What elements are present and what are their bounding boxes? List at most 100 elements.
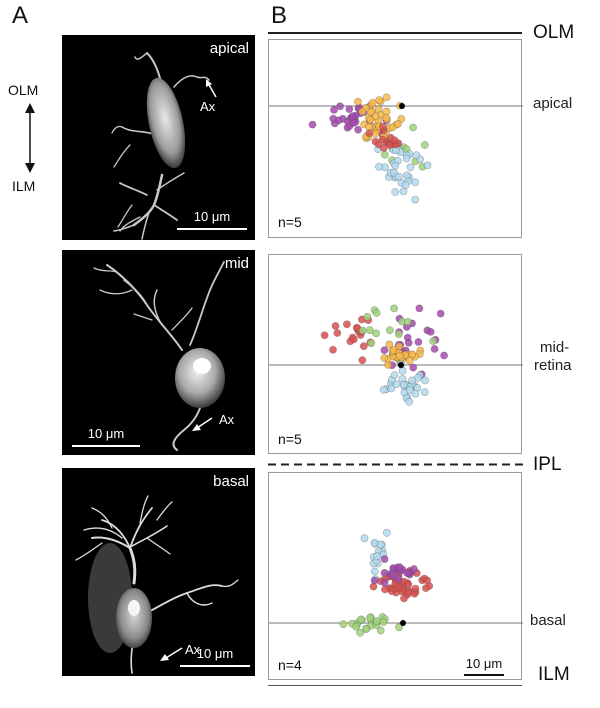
ilm-line [268, 685, 522, 686]
dendrite-tip-blue-point [399, 380, 408, 389]
dendrite-tip-red-point [378, 135, 387, 144]
dendrite-tip-orange-point [405, 356, 414, 365]
dendrite-tip-green-point [403, 318, 412, 326]
panel-letter-b: B [271, 2, 288, 29]
dendrite-tip-purple-point [403, 569, 411, 577]
dendrite-tip-purple-point [329, 114, 338, 123]
orientation-arrow-icon [25, 103, 35, 173]
micrograph-basal-label: basal [213, 473, 249, 490]
dendrite-tip-blue-point [402, 154, 411, 163]
dendrite-tip-purple-point [354, 125, 362, 134]
position-label-apical: apical [533, 95, 573, 112]
dendrite-tip-orange-point [382, 113, 391, 122]
dendrite-tip-green-point [352, 622, 360, 631]
dendrite-tip-purple-point [380, 578, 389, 587]
position-label-mid-line2: retina [534, 357, 572, 374]
dendrite-tip-orange-point [368, 98, 377, 107]
axon-arrow-icon [160, 647, 183, 661]
dendrite-tip-red-point [387, 587, 396, 595]
position-label-basal: basal [530, 612, 566, 629]
dendrite-tip-green-point [390, 304, 398, 313]
axon-label: Ax [185, 642, 201, 657]
dendrite-tip-orange-point [366, 107, 375, 116]
dendrite-tip-purple-point [389, 564, 398, 572]
dendrite-tip-green-point [366, 326, 374, 334]
dendrite-tip-green-point [372, 329, 380, 338]
dendrite-tip-blue-point [398, 367, 407, 375]
dendrite-tip-red-point [329, 345, 337, 354]
dendrite-tip-purple-point [426, 328, 435, 336]
dendrite-tip-green-point [372, 617, 381, 625]
dendrite-tip-blue-point [390, 371, 399, 379]
dendrite-tip-red-point [349, 335, 358, 344]
ilm-label: ILM [538, 664, 570, 685]
dendrite-tip-green-point [409, 123, 417, 132]
dendrite-tip-blue-point [390, 168, 398, 177]
dendrite-tip-blue-point [360, 534, 369, 543]
micrograph-mid-label: mid [224, 255, 249, 272]
dendrite-tip-purple-point [404, 338, 413, 347]
dendrite-tip-green-point [356, 628, 365, 637]
dendrite-tip-purple-point [409, 363, 418, 372]
dendrite-tip-blue-point [423, 161, 432, 170]
dendrite-tip-purple-point [345, 105, 354, 113]
dendrite-tip-purple-point [395, 563, 404, 572]
dendrite-tip-blue-point [406, 163, 415, 172]
dendrite-tip-green-point [366, 613, 374, 622]
dendrite-tip-green-point [380, 150, 389, 159]
dendrite-tip-blue-point [391, 161, 400, 170]
scalebar-label: 10 μm [87, 426, 125, 441]
dendrite-tip-red-point [331, 322, 340, 330]
dendrite-tip-purple-point [370, 576, 379, 585]
dendrite-tip-red-point [390, 136, 399, 145]
dendrite-tip-orange-point [385, 340, 394, 349]
dendrite-tip-blue-point [376, 540, 385, 549]
dendrite-tip-green-point [362, 625, 370, 633]
dendrite-tip-orange-point [388, 123, 397, 132]
dendrite-tip-blue-point [408, 376, 417, 385]
dendrite-tip-purple-point [440, 351, 448, 360]
micrograph-mid: mid Ax 10 μm [62, 250, 255, 455]
dendrite-tip-purple-point [348, 112, 357, 121]
axon-arrow-icon [192, 417, 213, 431]
dendrite-tip-blue-point [405, 385, 414, 394]
n-count-label: n=5 [278, 214, 302, 230]
dendrite-tip-green-point [363, 313, 372, 321]
dendrite-tip-red-point [411, 584, 420, 593]
dendrite-tip-purple-point [380, 555, 389, 563]
dendrite-tip-red-point [423, 576, 431, 585]
dendrite-tip-blue-point [405, 397, 414, 406]
dendrite-tip-blue-point [420, 388, 429, 396]
dendrite-tip-blue-point [402, 171, 411, 180]
dendrite-tip-red-point [343, 320, 351, 329]
micrograph-apical-label: apical [209, 40, 249, 57]
dendrite-tip-blue-point [391, 188, 400, 196]
dendrite-tip-orange-point [394, 120, 402, 128]
dendrite-tip-red-point [333, 329, 342, 337]
orientation-ilm-label: ILM [12, 178, 36, 194]
dendrite-tip-green-point [394, 330, 403, 338]
dendrite-tip-orange-point [375, 96, 384, 104]
dendrite-tip-purple-point [430, 345, 439, 353]
soma-point [399, 103, 405, 109]
dendrite-tip-purple-point [336, 102, 344, 111]
dendrite-tip-purple-point [394, 575, 403, 583]
dendrite-tip-purple-point [380, 346, 389, 354]
dendrite-tip-red-point [374, 140, 383, 149]
dendrite-tip-purple-point [308, 120, 317, 129]
dendrite-tip-purple-point [414, 338, 423, 346]
dendrite-tip-red-point [359, 342, 368, 351]
dendrite-tip-blue-point [379, 385, 388, 394]
dendrite-tip-red-point [358, 356, 367, 365]
micrograph-apical: apical Ax 10 μm [62, 35, 255, 240]
dendrite-tip-orange-point [380, 354, 389, 362]
dendrite-tip-green-point [429, 337, 437, 345]
scalebar [180, 665, 250, 667]
dendrite-tip-orange-point [408, 350, 417, 359]
dendrite-tip-green-point [420, 141, 429, 149]
dendrite-tip-blue-point [383, 528, 391, 537]
dendrite-tip-red-point [379, 122, 387, 131]
micrograph-basal: basal Ax 10 μm [62, 468, 255, 676]
dendrite-tip-blue-point [401, 181, 410, 189]
dendrite-tip-green-point [357, 615, 365, 624]
